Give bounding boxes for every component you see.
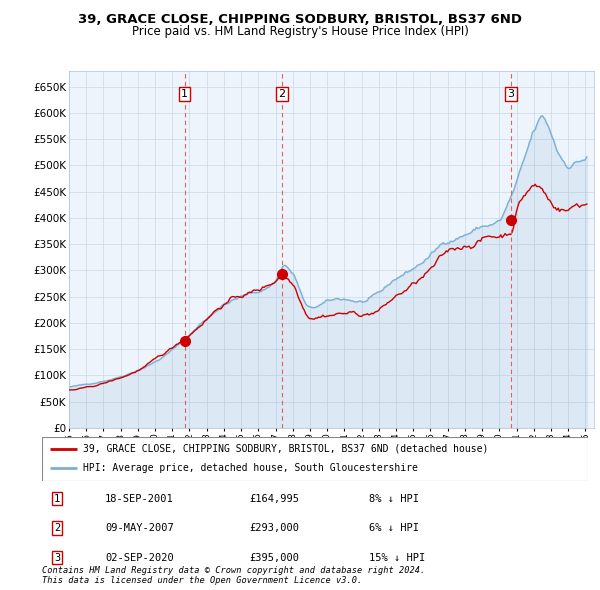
- Text: £395,000: £395,000: [249, 553, 299, 562]
- Text: 3: 3: [54, 553, 60, 562]
- Text: 6% ↓ HPI: 6% ↓ HPI: [369, 523, 419, 533]
- Text: 8% ↓ HPI: 8% ↓ HPI: [369, 494, 419, 503]
- Text: 09-MAY-2007: 09-MAY-2007: [105, 523, 174, 533]
- Text: 3: 3: [508, 89, 514, 99]
- Text: 2: 2: [54, 523, 60, 533]
- Text: 1: 1: [54, 494, 60, 503]
- Text: 18-SEP-2001: 18-SEP-2001: [105, 494, 174, 503]
- Text: 39, GRACE CLOSE, CHIPPING SODBURY, BRISTOL, BS37 6ND: 39, GRACE CLOSE, CHIPPING SODBURY, BRIST…: [78, 13, 522, 26]
- Text: 15% ↓ HPI: 15% ↓ HPI: [369, 553, 425, 562]
- Text: Price paid vs. HM Land Registry's House Price Index (HPI): Price paid vs. HM Land Registry's House …: [131, 25, 469, 38]
- Text: 39, GRACE CLOSE, CHIPPING SODBURY, BRISTOL, BS37 6ND (detached house): 39, GRACE CLOSE, CHIPPING SODBURY, BRIST…: [83, 444, 488, 454]
- Text: £293,000: £293,000: [249, 523, 299, 533]
- Text: £164,995: £164,995: [249, 494, 299, 503]
- Text: 1: 1: [181, 89, 188, 99]
- Text: 02-SEP-2020: 02-SEP-2020: [105, 553, 174, 562]
- Text: Contains HM Land Registry data © Crown copyright and database right 2024.
This d: Contains HM Land Registry data © Crown c…: [42, 566, 425, 585]
- Text: 2: 2: [278, 89, 286, 99]
- Text: HPI: Average price, detached house, South Gloucestershire: HPI: Average price, detached house, Sout…: [83, 464, 418, 473]
